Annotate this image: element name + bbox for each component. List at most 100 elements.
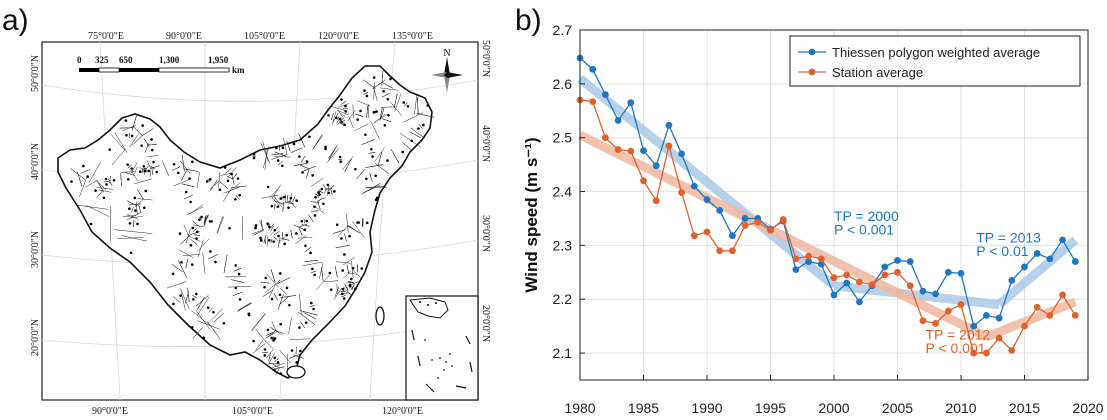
polygon-edge — [139, 167, 145, 171]
polygon-edge — [289, 338, 311, 340]
station-point — [283, 242, 286, 246]
north-arrow-icon: N — [431, 48, 463, 93]
polygon-edge — [390, 101, 402, 116]
data-point — [881, 263, 889, 271]
polygon-edge — [252, 229, 265, 234]
data-point — [881, 271, 889, 279]
polygon-edge — [327, 148, 340, 163]
polygon-edge — [142, 167, 147, 170]
station-point — [340, 237, 343, 240]
station-point — [238, 298, 242, 301]
polygon-edge — [129, 203, 141, 205]
station-point — [305, 219, 308, 223]
polygon-edge — [125, 172, 135, 176]
polygon-edge — [310, 270, 317, 274]
polygon-edge — [146, 159, 151, 169]
data-point — [805, 252, 812, 260]
polygon-edge — [255, 328, 266, 343]
polygon-edge — [274, 156, 291, 158]
polygon-edge — [172, 166, 181, 171]
data-point — [830, 291, 838, 299]
station-point — [372, 111, 376, 114]
station-point — [234, 264, 237, 267]
polygon-edge — [338, 158, 343, 160]
polygon-edge — [203, 215, 206, 226]
data-point — [995, 334, 1003, 342]
polygon-edge — [192, 220, 200, 228]
polygon-edge — [293, 162, 309, 167]
station-point — [152, 160, 155, 164]
north-label: N — [443, 48, 450, 59]
station-point — [320, 187, 324, 191]
station-point — [309, 251, 312, 255]
data-point — [741, 215, 749, 222]
data-point — [843, 279, 851, 287]
station-point — [102, 196, 106, 200]
polygon-edge — [279, 349, 291, 363]
polygon-edge — [265, 340, 274, 349]
y-tick-label: 2.6 — [553, 76, 573, 92]
station-point — [190, 326, 194, 329]
station-point — [171, 272, 175, 276]
polygon-edge — [204, 214, 209, 224]
station-point — [365, 177, 368, 181]
station-point — [344, 110, 348, 113]
data-series — [576, 54, 1079, 357]
station-point — [105, 183, 108, 186]
station-point — [234, 198, 237, 201]
polygon-edge — [223, 254, 228, 273]
legend: Thiessen polygon weighted average Station… — [789, 35, 1081, 87]
station-point — [313, 205, 316, 209]
station-point — [272, 339, 275, 342]
lat-label-right: 20°0'0"N — [480, 305, 491, 342]
station-point — [341, 292, 344, 296]
station-point — [142, 164, 146, 168]
data-point — [729, 247, 736, 255]
data-point — [843, 271, 851, 279]
series-line — [579, 99, 1076, 354]
polygon-edge — [367, 104, 370, 119]
map-frame — [41, 41, 479, 401]
polygon-edge — [274, 366, 285, 370]
station-point — [266, 185, 270, 189]
country-outline — [57, 65, 433, 379]
polygon-edge — [293, 354, 304, 359]
polygon-edge — [262, 146, 270, 169]
polygon-edge — [147, 155, 159, 157]
polygon-edge — [369, 173, 373, 182]
polygon-edge — [181, 292, 186, 311]
polygon-edge — [190, 239, 197, 245]
polygon-edge — [196, 171, 200, 188]
polygon-edge — [346, 214, 349, 233]
polygon-edge — [269, 326, 283, 336]
station-point — [287, 206, 290, 209]
station-point — [360, 267, 364, 270]
polygon-edge — [123, 215, 137, 217]
polygon-edge — [204, 215, 207, 227]
polygon-edge — [183, 224, 190, 237]
thiessen-polygons — [70, 70, 435, 375]
station-point — [278, 272, 282, 275]
lat-label-left: 40°0'0"N — [30, 143, 41, 180]
polygon-edge — [178, 249, 194, 259]
polygon-edge — [213, 312, 224, 323]
polygon-edge — [127, 200, 138, 206]
polygon-edge — [268, 352, 275, 365]
polygon-edge — [393, 93, 398, 109]
data-point — [602, 91, 609, 99]
station-point — [374, 198, 378, 202]
station-point — [354, 287, 357, 291]
lat-label-left: 20°0'0"N — [30, 319, 41, 356]
data-point — [703, 196, 711, 204]
polygon-edge — [336, 261, 351, 264]
data-point — [894, 257, 901, 264]
station-point — [86, 175, 90, 178]
data-point — [1071, 311, 1079, 319]
station-point — [298, 326, 301, 329]
station-point — [401, 150, 404, 154]
station-point — [254, 226, 257, 230]
polygon-edge — [121, 171, 135, 173]
station-point — [382, 89, 385, 93]
station-point — [200, 215, 203, 219]
